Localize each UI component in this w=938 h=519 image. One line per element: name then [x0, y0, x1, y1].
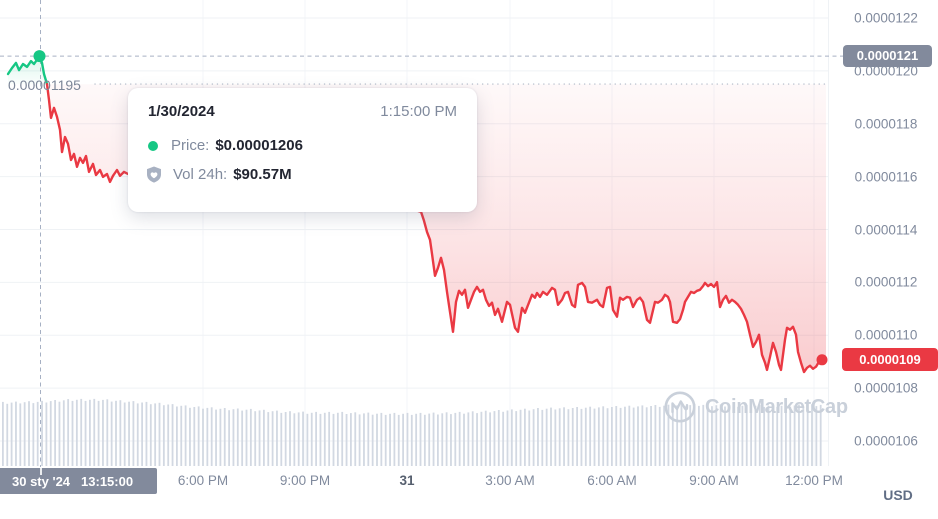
last-price-badge: 0.0000109	[842, 348, 938, 371]
hover-point-dot	[33, 50, 46, 63]
watermark-text: CoinMarketCap	[705, 395, 848, 418]
volume-bars	[2, 398, 822, 467]
coinmarketcap-watermark: CoinMarketCap	[662, 389, 848, 425]
tooltip-price-value: $0.00001206	[215, 137, 303, 154]
crosshair-tick	[40, 468, 42, 475]
chart-tooltip: 1/30/2024 1:15:00 PM Price: $0.00001206 …	[128, 88, 477, 212]
y-axis-label: 0.0000106	[854, 433, 918, 449]
tooltip-volume-label: Vol 24h:	[173, 166, 228, 183]
y-axis-label: 0.0000108	[854, 380, 918, 396]
crosshair-price-badge: 0.0000121	[843, 45, 932, 67]
coinmarketcap-logo-icon	[664, 391, 696, 423]
area-fill-green	[8, 56, 47, 85]
crosshair-time-label: 13:15:00	[81, 473, 134, 489]
x-axis-label: 12:00 PM	[785, 473, 843, 488]
last-price-dot	[816, 354, 828, 366]
y-axis-label: 0.0000110	[854, 327, 918, 343]
y-axis-label: 0.0000120	[854, 63, 918, 79]
x-axis-label: 3:00 AM	[485, 473, 535, 488]
x-axis-label: 6:00 AM	[587, 473, 637, 488]
crosshair-time-badge: 30 sty '24 13:15:00	[0, 468, 157, 494]
currency-unit-label: USD	[883, 487, 913, 503]
price-series-dot-icon	[148, 140, 158, 151]
y-axis-label: 0.0000118	[854, 116, 918, 132]
tooltip-date: 1/30/2024	[148, 103, 215, 120]
x-axis-label: 9:00 AM	[689, 473, 739, 488]
tooltip-price-label: Price:	[171, 137, 210, 154]
crosshair-date-label: 30 sty '24	[12, 473, 71, 489]
x-axis-label: 6:00 PM	[177, 473, 229, 488]
x-axis-label: 31	[399, 473, 415, 488]
price-line-green	[6, 54, 49, 86]
tooltip-volume-value: $90.57M	[233, 166, 292, 183]
volume-shield-icon	[147, 166, 161, 183]
y-axis-label: 0.0000122	[854, 10, 918, 26]
y-axis-label: 0.0000116	[854, 169, 918, 185]
previous-close-label: 0.00001195	[8, 77, 81, 93]
x-axis-label: 9:00 PM	[279, 473, 331, 488]
y-axis-label: 0.0000114	[854, 222, 918, 237]
y-axis-label: 0.0000112	[854, 274, 918, 290]
tooltip-time: 1:15:00 PM	[380, 103, 457, 120]
